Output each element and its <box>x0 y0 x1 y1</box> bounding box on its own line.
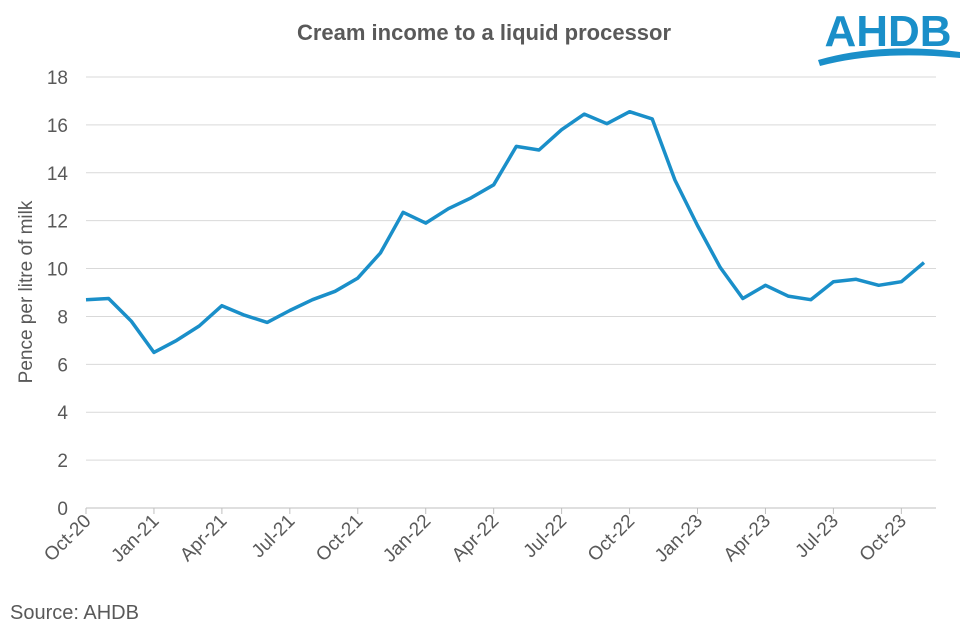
logo: AHDB <box>824 7 951 56</box>
x-tick-label: Apr-21 <box>176 511 231 566</box>
x-tick-label: Apr-22 <box>448 511 503 566</box>
y-tick-label: 2 <box>57 451 68 472</box>
line <box>85 109 926 355</box>
y-tick-label: 18 <box>47 68 68 89</box>
y-tick-label: 4 <box>57 403 68 424</box>
x-tick-label: Jan-22 <box>379 511 435 567</box>
x-tick-label: Jan-21 <box>108 511 164 567</box>
x-tick-label: Jul-21 <box>248 511 299 562</box>
y-tick-label: 10 <box>47 260 68 281</box>
x-tick-label: Apr-23 <box>720 511 775 566</box>
chart-title: Cream income to a liquid processor <box>297 20 672 45</box>
x-tick-label: Oct-22 <box>584 511 639 566</box>
x-tick-label: Jul-22 <box>520 511 571 562</box>
y-tick-label: 0 <box>57 499 68 520</box>
y-axis-label: Pence per litre of milk <box>16 200 37 383</box>
y-tick-label: 12 <box>47 212 68 233</box>
x-tick-label: Jan-23 <box>651 511 707 567</box>
x-tick-label: Jul-23 <box>791 511 842 562</box>
x-tick-label: Oct-21 <box>312 511 367 566</box>
logo-wave <box>818 48 960 66</box>
x-tick-label: Oct-23 <box>856 511 911 566</box>
y-tick-label: 6 <box>57 355 68 376</box>
y-tick-label: 8 <box>57 307 68 328</box>
y-tick-label: 16 <box>47 116 68 137</box>
source: Source: AHDB <box>10 602 139 624</box>
y-tick-label: 14 <box>47 164 69 185</box>
